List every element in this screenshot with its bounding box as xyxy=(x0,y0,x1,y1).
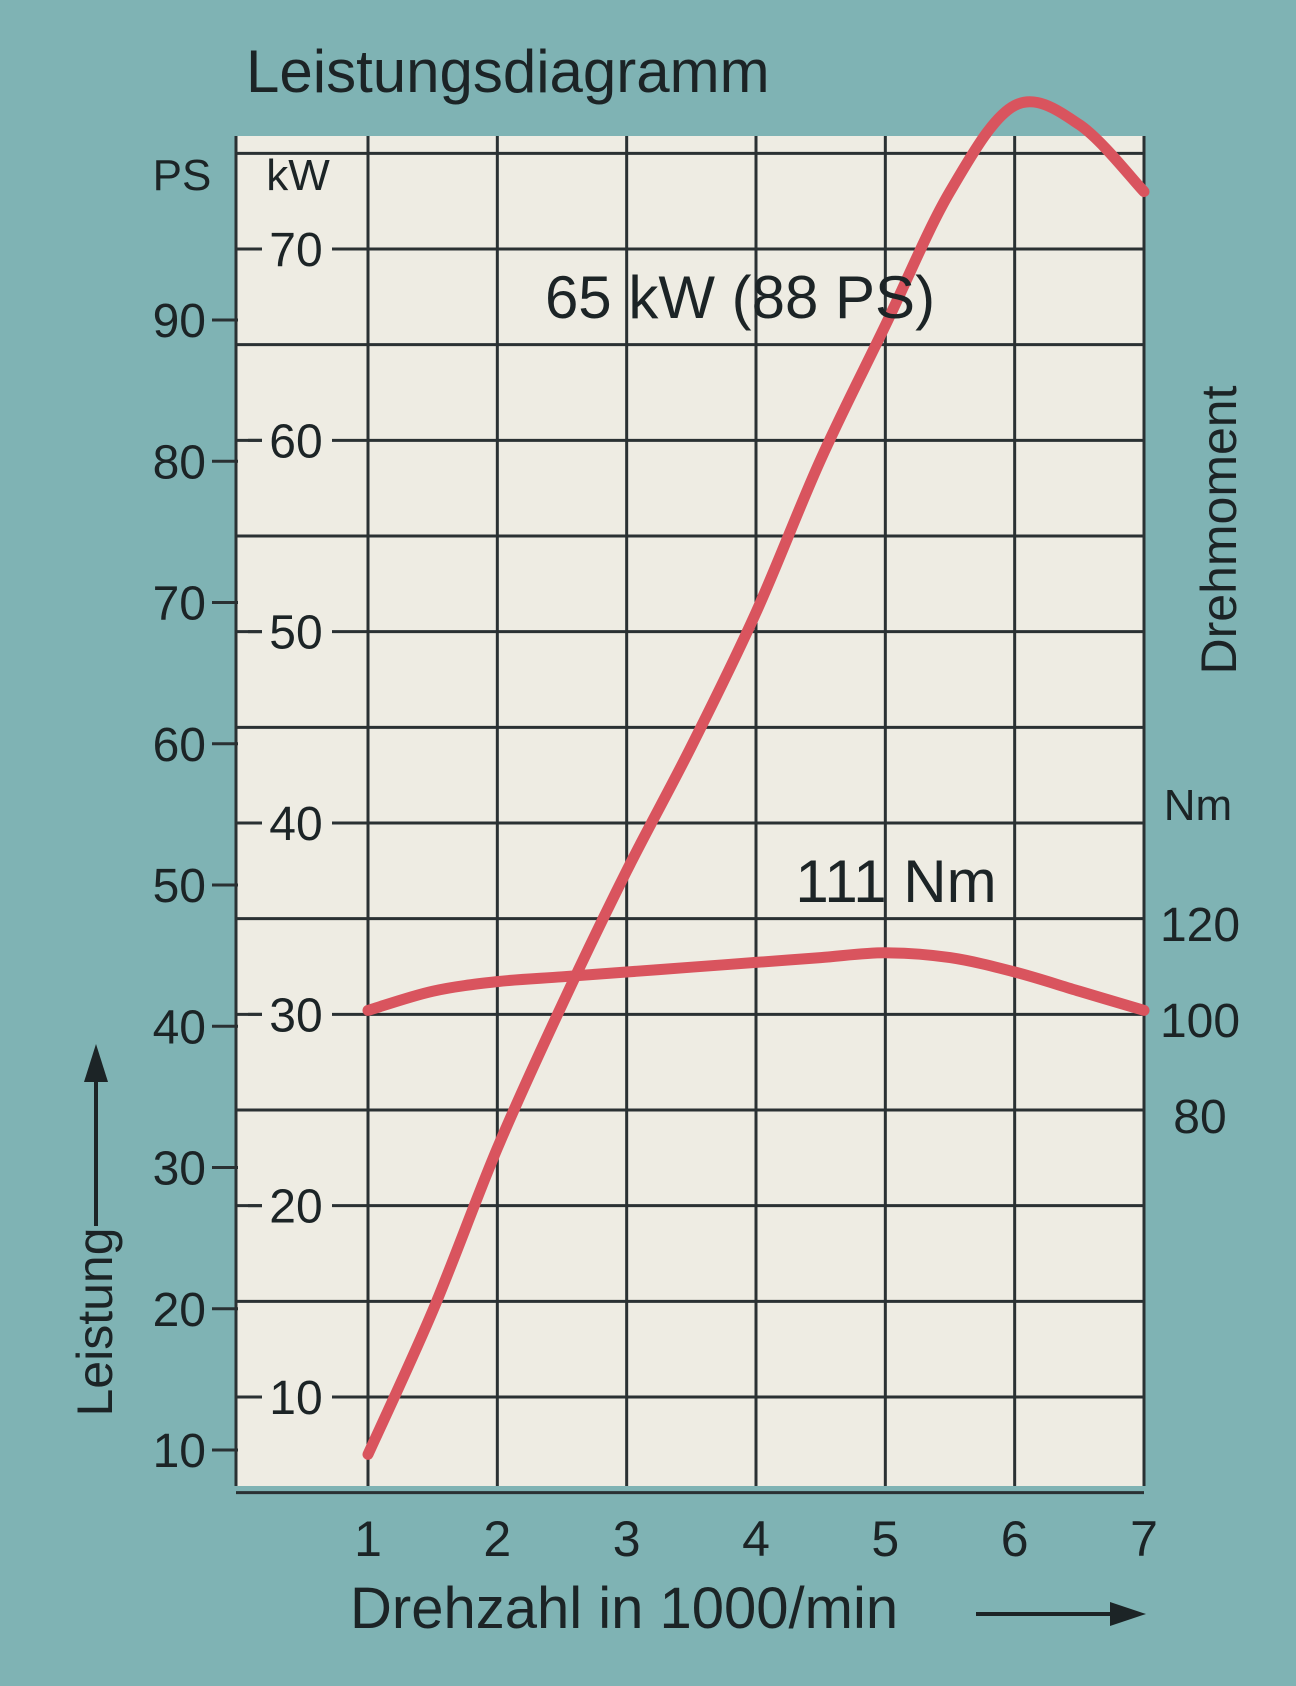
plot-area xyxy=(236,136,1144,1486)
x-tick-label: 3 xyxy=(613,1511,641,1567)
kw-tick-label-background xyxy=(262,797,332,849)
ps-unit-label: PS xyxy=(153,151,212,200)
x-tick-label: 7 xyxy=(1130,1511,1158,1567)
ps-tick-label: 90 xyxy=(153,295,206,348)
x-tick-label: 2 xyxy=(483,1511,511,1567)
chart-title: Leistungsdiagramm xyxy=(246,38,770,105)
grid xyxy=(234,136,1146,1495)
kw-tick-label-background xyxy=(262,223,332,275)
ps-tick-label: 50 xyxy=(153,860,206,913)
power-curve xyxy=(362,96,1150,1460)
kw-tick-label: 20 xyxy=(269,1181,322,1234)
torque-axis-label: Drehmoment xyxy=(1191,385,1247,674)
nm-unit-label: Nm xyxy=(1164,781,1232,830)
kw-unit-label: kW xyxy=(266,151,330,200)
kw-tick-label-background xyxy=(262,988,332,1041)
x-tick-label: 1 xyxy=(354,1511,382,1567)
kw-tick-label-background xyxy=(262,605,332,658)
torque-peak-annotation: 111 Nm xyxy=(795,848,996,915)
ps-tick-label: 70 xyxy=(153,578,206,631)
x-tick-label: 4 xyxy=(742,1511,770,1567)
kw-tick-label: 10 xyxy=(269,1372,322,1425)
nm-tick-label: 100 xyxy=(1160,995,1240,1048)
ps-tick-label: 40 xyxy=(153,1001,206,1054)
x-tick-label: 5 xyxy=(871,1511,899,1567)
torque-curve xyxy=(362,947,1150,1016)
ps-tick-label: 10 xyxy=(153,1425,206,1478)
kw-tick-label-background xyxy=(262,1371,332,1423)
power-peak-annotation: 65 kW (88 PS) xyxy=(545,264,935,331)
axis-layer: 1 2 3 4 5 6 7 10 20 30 40 50 60 70 10 20 30 40 50 60 70 80 90 8… xyxy=(153,223,1240,1567)
kw-tick-label: 70 xyxy=(269,224,322,277)
x-tick-label: 6 xyxy=(1001,1511,1029,1567)
ps-tick-label: 30 xyxy=(153,1143,206,1196)
kw-tick-label: 40 xyxy=(269,798,322,851)
power-axis-arrowhead xyxy=(84,1044,108,1082)
ps-tick-label: 20 xyxy=(153,1284,206,1337)
kw-tick-label: 60 xyxy=(269,415,322,468)
ps-tick-label: 80 xyxy=(153,436,206,489)
kw-tick-label-background xyxy=(262,1179,332,1232)
series-layer xyxy=(362,96,1150,1460)
ps-tick-label: 60 xyxy=(153,719,206,772)
x-axis-arrowhead xyxy=(1110,1602,1146,1626)
nm-tick-label: 120 xyxy=(1160,899,1240,952)
power-axis-label: Leistung xyxy=(67,1227,123,1416)
nm-tick-label: 80 xyxy=(1173,1091,1226,1144)
kw-tick-label: 30 xyxy=(269,989,322,1042)
x-axis-label: Drehzahl in 1000/min xyxy=(350,1576,898,1641)
kw-tick-label: 50 xyxy=(269,607,322,660)
kw-tick-label-background xyxy=(262,414,332,467)
